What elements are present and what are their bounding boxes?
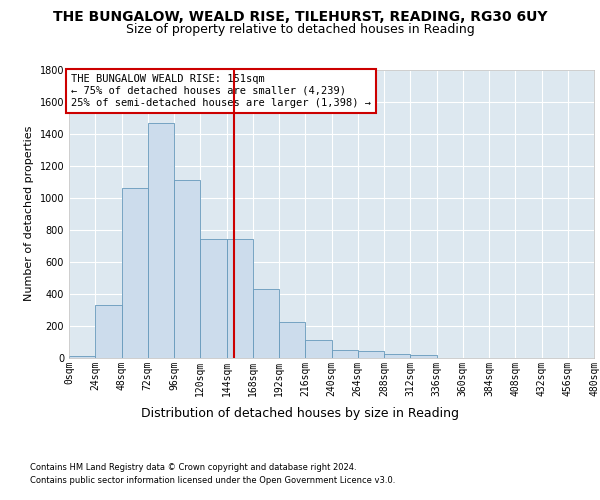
Text: Contains HM Land Registry data © Crown copyright and database right 2024.: Contains HM Land Registry data © Crown c… bbox=[30, 462, 356, 471]
Bar bbox=[384, 354, 410, 358]
Text: THE BUNGALOW, WEALD RISE, TILEHURST, READING, RG30 6UY: THE BUNGALOW, WEALD RISE, TILEHURST, REA… bbox=[53, 10, 547, 24]
Bar bbox=[121, 188, 148, 358]
Text: THE BUNGALOW WEALD RISE: 151sqm
← 75% of detached houses are smaller (4,239)
25%: THE BUNGALOW WEALD RISE: 151sqm ← 75% of… bbox=[71, 74, 371, 108]
Bar bbox=[148, 122, 174, 358]
Bar bbox=[174, 180, 200, 358]
Text: Size of property relative to detached houses in Reading: Size of property relative to detached ho… bbox=[125, 22, 475, 36]
Bar bbox=[200, 240, 227, 358]
Bar bbox=[358, 351, 384, 358]
Bar bbox=[279, 322, 305, 358]
Bar bbox=[227, 240, 253, 358]
Text: Distribution of detached houses by size in Reading: Distribution of detached houses by size … bbox=[141, 408, 459, 420]
Bar bbox=[253, 289, 279, 358]
Y-axis label: Number of detached properties: Number of detached properties bbox=[24, 126, 34, 302]
Bar bbox=[331, 350, 358, 358]
Bar bbox=[95, 305, 121, 358]
Bar bbox=[410, 355, 437, 358]
Text: Contains public sector information licensed under the Open Government Licence v3: Contains public sector information licen… bbox=[30, 476, 395, 485]
Bar bbox=[69, 356, 95, 358]
Bar bbox=[305, 340, 331, 357]
